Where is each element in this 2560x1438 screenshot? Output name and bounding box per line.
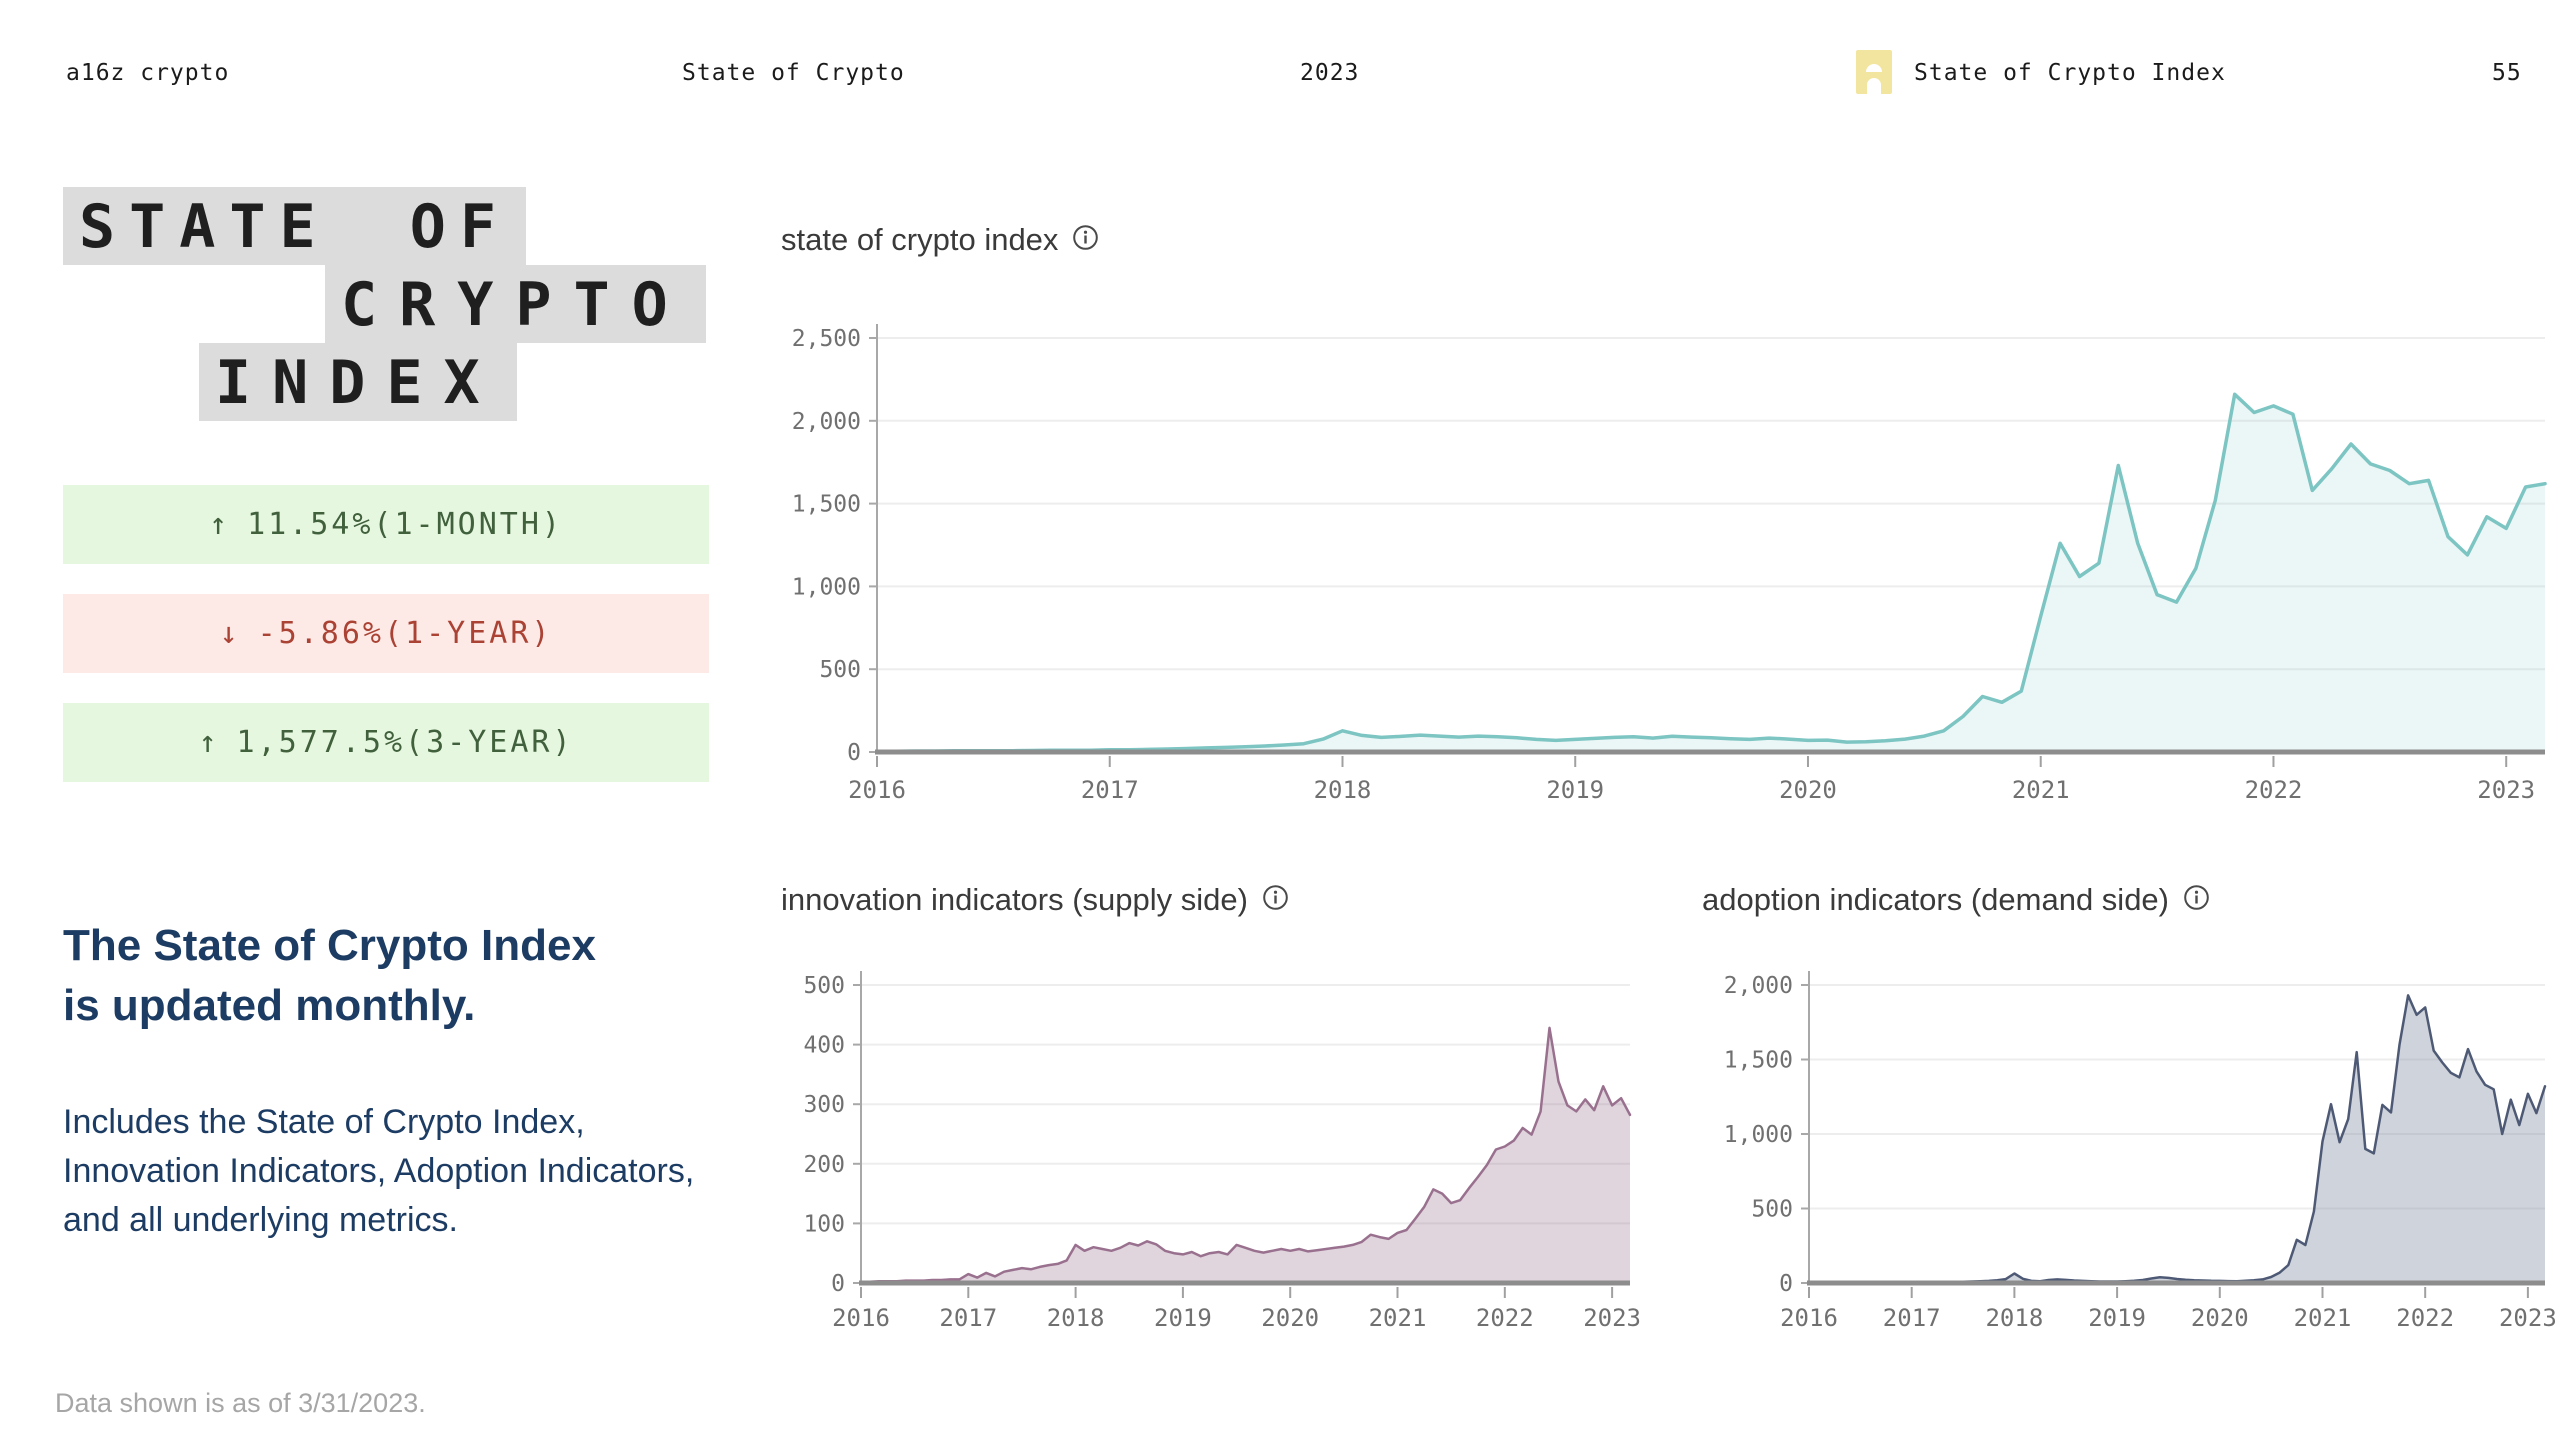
svg-text:0: 0 [847, 740, 861, 766]
index-chart-title-row: state of crypto index [781, 220, 1099, 259]
badge-3-year-change: ↑ 1,577.5%(3-YEAR) [63, 703, 709, 782]
info-icon[interactable] [1072, 223, 1099, 259]
svg-text:2,000: 2,000 [792, 409, 861, 435]
svg-text:100: 100 [803, 1211, 845, 1237]
svg-text:1,500: 1,500 [792, 492, 861, 518]
svg-text:0: 0 [831, 1271, 845, 1297]
stat-badges: ↑ 11.54%(1-MONTH) ↓ -5.86%(1-YEAR) ↑ 1,5… [63, 485, 709, 812]
svg-text:300: 300 [803, 1092, 845, 1118]
svg-text:2019: 2019 [2088, 1304, 2146, 1332]
description-body: Includes the State of Crypto Index, Inno… [63, 1103, 695, 1239]
svg-text:2017: 2017 [1081, 776, 1139, 804]
svg-text:2023: 2023 [2477, 776, 2535, 804]
svg-text:2021: 2021 [2012, 776, 2070, 804]
header-year: 2023 [1300, 60, 1360, 86]
description-heading-line-2: is updated monthly. [63, 981, 476, 1030]
innovation-indicators-chart: 0 100 200 300 400 500 2016 2017 2018 2019 2020 2021… [803, 971, 1640, 1332]
state-of-crypto-index-chart: 0 500 1,000 1,500 2,000 2,500 2016 2017 2018 2019… [792, 324, 2547, 804]
svg-text:2021: 2021 [1369, 1304, 1427, 1332]
up-arrow-icon: ↑ [198, 725, 217, 760]
svg-text:2023: 2023 [2499, 1304, 2557, 1332]
hero-title: STATE OF CRYPTO INDEX [63, 187, 706, 421]
index-chart-title: state of crypto index [781, 221, 1059, 257]
badge-1-year-label: -5.86%(1-YEAR) [257, 616, 553, 651]
svg-text:2016: 2016 [832, 1304, 890, 1332]
svg-text:1,000: 1,000 [792, 574, 861, 600]
adoption-indicators-chart: 0 500 1,000 1,500 2,000 2016 2017 2018 2019 2020 2… [1724, 971, 2557, 1332]
svg-text:2022: 2022 [2396, 1304, 2454, 1332]
svg-text:1,000: 1,000 [1724, 1122, 1793, 1148]
hero-title-line-2: CRYPTO [325, 265, 706, 343]
svg-text:2,000: 2,000 [1724, 973, 1793, 999]
adoption-chart-title-row: adoption indicators (demand side) [1702, 880, 2210, 919]
svg-text:2020: 2020 [1261, 1304, 1319, 1332]
badge-1-year-change: ↓ -5.86%(1-YEAR) [63, 594, 709, 673]
svg-text:2018: 2018 [1985, 1304, 2043, 1332]
header-section-title: State of Crypto Index [1914, 60, 2226, 86]
data-as-of-footnote: Data shown is as of 3/31/2023. [55, 1388, 426, 1418]
hero-title-line-1: STATE OF [63, 187, 526, 265]
svg-text:2017: 2017 [1883, 1304, 1941, 1332]
svg-text:2016: 2016 [848, 776, 906, 804]
svg-text:2022: 2022 [2245, 776, 2303, 804]
svg-text:500: 500 [819, 657, 861, 683]
page-number: 55 [2492, 60, 2522, 86]
up-arrow-icon: ↑ [209, 507, 228, 542]
svg-text:400: 400 [803, 1033, 845, 1059]
svg-text:2021: 2021 [2294, 1304, 2352, 1332]
info-icon[interactable] [1262, 883, 1289, 919]
description-heading: The State of Crypto Index is updated mon… [63, 916, 596, 1036]
svg-text:0: 0 [1779, 1271, 1793, 1297]
info-icon[interactable] [2183, 883, 2210, 919]
svg-text:500: 500 [803, 973, 845, 999]
svg-text:2020: 2020 [1779, 776, 1837, 804]
svg-text:2017: 2017 [939, 1304, 997, 1332]
innovation-chart-title-row: innovation indicators (supply side) [781, 880, 1289, 919]
badge-1-month-label: 11.54%(1-MONTH) [247, 507, 563, 542]
innovation-chart-title: innovation indicators (supply side) [781, 881, 1248, 917]
svg-text:2019: 2019 [1546, 776, 1604, 804]
down-arrow-icon: ↓ [219, 616, 238, 651]
svg-text:2018: 2018 [1047, 1304, 1105, 1332]
svg-text:2023: 2023 [1583, 1304, 1640, 1332]
header-report-title: State of Crypto [682, 60, 905, 86]
svg-text:500: 500 [1751, 1197, 1793, 1223]
adoption-chart-title: adoption indicators (demand side) [1702, 881, 2169, 917]
svg-text:2018: 2018 [1314, 776, 1372, 804]
badge-3-year-label: 1,577.5%(3-YEAR) [236, 725, 574, 760]
svg-text:200: 200 [803, 1152, 845, 1178]
header-brand: a16z crypto [66, 60, 230, 86]
svg-text:2020: 2020 [2191, 1304, 2249, 1332]
svg-text:2,500: 2,500 [792, 326, 861, 352]
svg-text:2022: 2022 [1476, 1304, 1534, 1332]
description-heading-line-1: The State of Crypto Index [63, 921, 596, 970]
hero-title-line-3: INDEX [199, 343, 517, 421]
badge-1-month-change: ↑ 11.54%(1-MONTH) [63, 485, 709, 564]
svg-text:2016: 2016 [1780, 1304, 1838, 1332]
svg-text:2019: 2019 [1154, 1304, 1212, 1332]
svg-text:1,500: 1,500 [1724, 1048, 1793, 1074]
state-of-crypto-index-icon [1856, 50, 1892, 94]
